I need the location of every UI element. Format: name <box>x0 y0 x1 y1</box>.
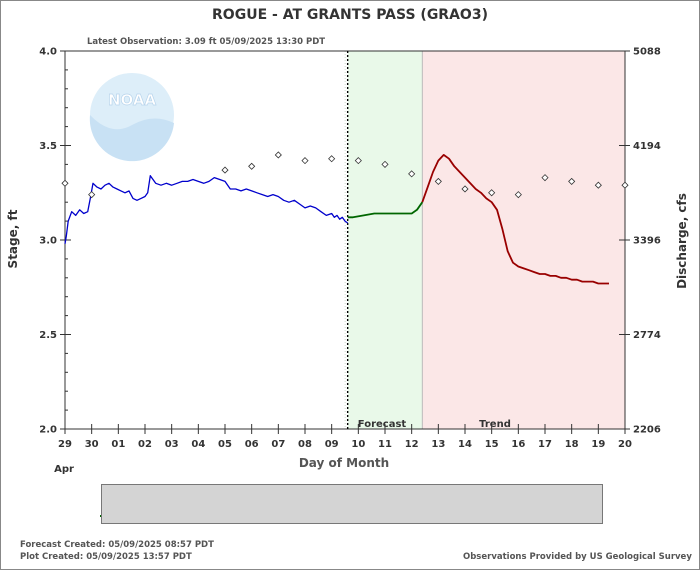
x-tick-label: 02 <box>138 439 152 450</box>
trend-region <box>422 51 625 429</box>
x-tick-label: 12 <box>405 439 419 450</box>
hydrograph-chart: NOAA ROGUE - AT GRANTS PASS (GRAO3) Lates… <box>6 7 689 523</box>
historical-mean-point <box>88 191 96 199</box>
x-tick-label: 05 <box>218 439 232 450</box>
noaa-logo-wave <box>89 115 174 162</box>
historical-mean-point <box>488 189 496 197</box>
historical-mean-point <box>594 181 602 189</box>
plot-created-text: Plot Created: 05/09/2025 13:57 PDT <box>20 552 192 562</box>
forecast-created-text: Forecast Created: 05/09/2025 08:57 PDT <box>20 540 214 550</box>
y-axis-label-right: Discharge, cfs <box>675 193 689 289</box>
historical-mean-point <box>61 179 69 187</box>
historical-mean-point <box>381 160 389 168</box>
historical-mean-point <box>301 157 309 165</box>
x-tick-label: 07 <box>271 439 285 450</box>
forecast-region <box>347 51 423 429</box>
x-tick-label: 13 <box>431 439 445 450</box>
x-tick-label: 03 <box>165 439 179 450</box>
historical-mean-point <box>541 174 549 182</box>
y-tick-label-left: 3.5 <box>39 141 57 152</box>
y-tick-label-left: 2.5 <box>39 330 57 341</box>
x-tick-label: 20 <box>618 439 632 450</box>
x-tick-label: 10 <box>351 439 365 450</box>
y-tick-label-right: 4194 <box>633 141 661 152</box>
x-tick-label: 30 <box>85 439 99 450</box>
x-tick-label: 29 <box>58 439 72 450</box>
y-tick-label-right: 3396 <box>633 236 661 247</box>
x-axis-month-label: Apr <box>54 464 74 475</box>
y-tick-label-left: 2.0 <box>39 425 57 436</box>
y-axis-label-left: Stage, ft <box>6 209 20 268</box>
x-tick-label: 19 <box>591 439 605 450</box>
y-tick-label-right: 2206 <box>633 425 661 436</box>
x-tick-label: 11 <box>378 439 392 450</box>
forecast-series-line <box>347 201 424 219</box>
x-tick-label: 16 <box>511 439 525 450</box>
historical-mean-point <box>461 185 469 193</box>
historical-mean-point <box>408 170 416 178</box>
x-tick-label: 09 <box>325 439 339 450</box>
historical-mean-point <box>568 177 576 185</box>
y-tick-label-right: 5088 <box>633 47 661 58</box>
historical-mean-point <box>328 155 336 163</box>
historical-mean-point <box>354 157 362 165</box>
chart-title: ROGUE - AT GRANTS PASS (GRAO3) <box>212 7 488 23</box>
x-tick-label: 08 <box>298 439 312 450</box>
x-tick-label: 15 <box>485 439 499 450</box>
historical-mean-point <box>248 162 256 170</box>
historical-mean-series <box>61 151 629 199</box>
x-tick-label: 18 <box>565 439 579 450</box>
x-tick-label: 06 <box>245 439 259 450</box>
observation-series-line <box>64 175 349 244</box>
forecast-region-label: Forecast <box>358 419 407 430</box>
x-tick-label: 14 <box>458 439 472 450</box>
y-tick-label-left: 3.0 <box>39 236 57 247</box>
y-tick-label-left: 4.0 <box>39 47 57 58</box>
trend-region-label: Trend <box>479 419 511 430</box>
x-tick-label: 01 <box>111 439 125 450</box>
x-axis-label: Day of Month <box>299 456 389 470</box>
x-tick-label: 04 <box>191 439 205 450</box>
historical-mean-point <box>621 181 629 189</box>
noaa-logo: NOAA <box>89 73 174 162</box>
historical-mean-point <box>514 191 522 199</box>
data-credit-text: Observations Provided by US Geological S… <box>463 552 692 562</box>
chart-subtitle: Latest Observation: 3.09 ft 05/09/2025 1… <box>87 37 325 47</box>
historical-mean-point <box>274 151 282 159</box>
noaa-logo-text: NOAA <box>108 91 157 109</box>
historical-mean-point <box>221 166 229 174</box>
y-tick-label-right: 2774 <box>633 330 661 341</box>
x-tick-label: 17 <box>538 439 552 450</box>
legend <box>101 484 603 524</box>
historical-mean-point <box>434 177 442 185</box>
trend-series-line <box>421 153 609 285</box>
